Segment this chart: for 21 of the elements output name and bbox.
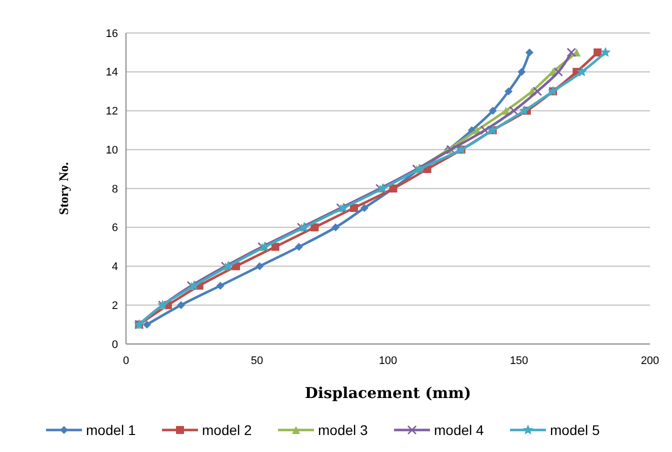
legend-label: model 3 bbox=[318, 422, 368, 438]
y-tick-label: 12 bbox=[106, 106, 118, 118]
x-tick-label: 100 bbox=[378, 355, 398, 367]
y-tick-label: 0 bbox=[112, 338, 118, 351]
y-tick-label: 2 bbox=[112, 300, 118, 312]
x-tick-label: 0 bbox=[122, 355, 130, 367]
legend-label: model 4 bbox=[434, 422, 484, 438]
x-tick-label: 200 bbox=[640, 355, 660, 367]
y-tick-label: 6 bbox=[112, 222, 118, 234]
y-tick-label: 10 bbox=[106, 144, 118, 156]
x-tick-label: 150 bbox=[510, 355, 528, 367]
legend-label: model 1 bbox=[86, 422, 136, 438]
y-tick-label: 16 bbox=[106, 28, 118, 40]
y-tick-label: 14 bbox=[106, 66, 118, 79]
legend-label: model 5 bbox=[550, 422, 600, 438]
legend-label: model 2 bbox=[202, 422, 252, 438]
y-tick-label: 4 bbox=[112, 261, 118, 274]
x-axis-title: Displacement (mm) bbox=[304, 384, 472, 402]
y-axis-title: Story No. bbox=[56, 162, 71, 215]
y-tick-label: 8 bbox=[112, 183, 118, 196]
x-tick-label: 50 bbox=[250, 355, 264, 367]
